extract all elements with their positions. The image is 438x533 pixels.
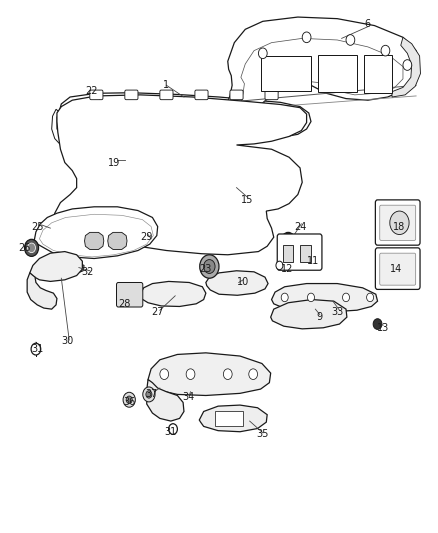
- Polygon shape: [148, 353, 271, 395]
- Circle shape: [169, 424, 177, 434]
- Text: 36: 36: [123, 398, 135, 407]
- Circle shape: [381, 45, 390, 56]
- Circle shape: [146, 391, 152, 398]
- Text: 25: 25: [31, 222, 43, 231]
- Circle shape: [186, 369, 195, 379]
- Circle shape: [302, 32, 311, 43]
- Circle shape: [346, 35, 355, 45]
- Text: 34: 34: [182, 392, 194, 402]
- Text: 29: 29: [141, 232, 153, 242]
- Text: 9: 9: [317, 312, 323, 322]
- Text: 11: 11: [307, 256, 319, 266]
- Text: 10: 10: [237, 278, 249, 287]
- Polygon shape: [30, 252, 82, 281]
- Text: 22: 22: [86, 86, 98, 95]
- Bar: [215, 411, 243, 426]
- Circle shape: [281, 232, 295, 249]
- Bar: [364, 55, 392, 93]
- Polygon shape: [52, 109, 78, 166]
- Circle shape: [31, 343, 41, 355]
- Circle shape: [249, 369, 258, 379]
- FancyBboxPatch shape: [265, 90, 278, 100]
- Text: 33: 33: [331, 307, 343, 317]
- Polygon shape: [34, 207, 158, 259]
- Circle shape: [28, 243, 35, 253]
- Circle shape: [373, 319, 382, 329]
- Polygon shape: [85, 232, 104, 249]
- FancyBboxPatch shape: [380, 253, 416, 285]
- Text: 23: 23: [200, 264, 212, 274]
- Circle shape: [276, 261, 283, 270]
- Text: 6: 6: [365, 19, 371, 29]
- Text: 26: 26: [18, 243, 30, 253]
- Polygon shape: [140, 281, 206, 306]
- Text: 28: 28: [119, 299, 131, 309]
- Polygon shape: [57, 93, 311, 142]
- Text: 14: 14: [390, 264, 403, 274]
- Polygon shape: [92, 99, 105, 112]
- FancyBboxPatch shape: [160, 90, 173, 100]
- Text: 32: 32: [81, 267, 94, 277]
- Circle shape: [123, 392, 135, 407]
- Text: 12: 12: [281, 264, 293, 274]
- Circle shape: [143, 387, 155, 402]
- Polygon shape: [53, 95, 307, 255]
- Text: 27: 27: [152, 307, 164, 317]
- Text: 13: 13: [377, 323, 389, 333]
- Polygon shape: [145, 235, 157, 247]
- Circle shape: [258, 48, 267, 59]
- Bar: [261, 56, 311, 91]
- Polygon shape: [392, 37, 420, 97]
- Polygon shape: [27, 273, 57, 309]
- Polygon shape: [204, 169, 246, 206]
- Bar: [300, 245, 311, 262]
- Bar: [318, 55, 357, 92]
- Circle shape: [281, 293, 288, 302]
- Text: 19: 19: [108, 158, 120, 167]
- FancyBboxPatch shape: [117, 282, 143, 307]
- Text: 31: 31: [165, 427, 177, 437]
- Text: 37: 37: [145, 390, 157, 399]
- Polygon shape: [271, 300, 347, 329]
- FancyBboxPatch shape: [195, 90, 208, 100]
- FancyBboxPatch shape: [375, 200, 420, 245]
- FancyBboxPatch shape: [375, 248, 420, 289]
- Text: 31: 31: [31, 344, 43, 354]
- Polygon shape: [223, 17, 418, 131]
- FancyBboxPatch shape: [277, 234, 322, 270]
- Polygon shape: [209, 179, 240, 204]
- Circle shape: [204, 260, 215, 273]
- Text: 35: 35: [257, 430, 269, 439]
- Circle shape: [126, 396, 132, 403]
- Circle shape: [307, 293, 314, 302]
- Circle shape: [25, 239, 39, 256]
- Circle shape: [223, 369, 232, 379]
- Polygon shape: [74, 263, 84, 273]
- Polygon shape: [199, 405, 267, 432]
- Polygon shape: [272, 284, 378, 312]
- Polygon shape: [108, 232, 127, 249]
- Polygon shape: [206, 271, 268, 295]
- FancyBboxPatch shape: [230, 90, 243, 100]
- Polygon shape: [121, 157, 131, 165]
- Circle shape: [160, 369, 169, 379]
- Circle shape: [403, 60, 412, 70]
- Text: 30: 30: [62, 336, 74, 346]
- Polygon shape: [147, 379, 184, 421]
- FancyBboxPatch shape: [380, 205, 416, 240]
- Circle shape: [367, 293, 374, 302]
- Text: 1: 1: [163, 80, 170, 90]
- FancyBboxPatch shape: [125, 90, 138, 100]
- Circle shape: [343, 293, 350, 302]
- FancyBboxPatch shape: [90, 90, 103, 100]
- Bar: [283, 245, 293, 262]
- Circle shape: [390, 211, 409, 235]
- Circle shape: [200, 255, 219, 278]
- Text: 18: 18: [392, 222, 405, 231]
- Text: 24: 24: [294, 222, 306, 231]
- Text: 15: 15: [241, 195, 254, 205]
